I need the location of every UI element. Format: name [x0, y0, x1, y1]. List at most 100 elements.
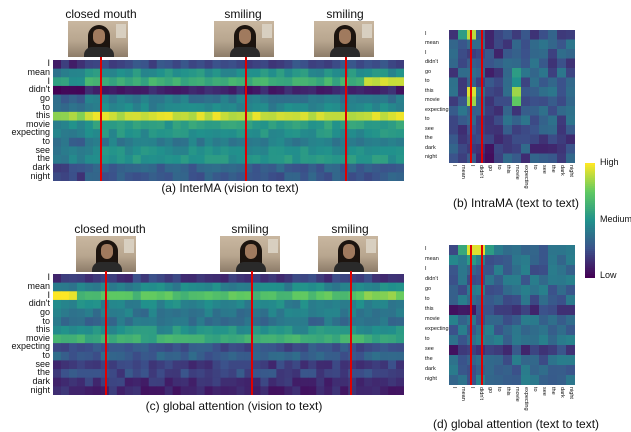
heatmap-cell: [60, 343, 70, 353]
heatmap-cell: [252, 85, 261, 95]
heatmap-cell: [212, 111, 221, 121]
heatmap-cell: [332, 291, 341, 301]
heatmap-cell: [260, 68, 269, 78]
colorbar-high-label: High: [600, 157, 619, 167]
heatmap-cell: [196, 146, 205, 156]
heatmap-cell: [53, 120, 62, 130]
heatmap-cell: [212, 60, 221, 70]
heatmap-cell: [485, 365, 495, 376]
heatmap-cell: [512, 305, 522, 316]
heatmap-cell: [364, 343, 373, 353]
heatmap-cell: [124, 291, 134, 301]
heatmap-cell: [566, 144, 575, 154]
frame-label-c-2: smiling: [231, 222, 269, 236]
heatmap-cell: [188, 172, 197, 181]
heatmap-cell: [521, 325, 531, 336]
heatmap-cell: [566, 345, 575, 356]
heatmap-cell: [172, 94, 182, 104]
heatmap-cell: [204, 85, 213, 95]
heatmap-cell: [172, 103, 182, 113]
heatmap-cell: [76, 282, 86, 292]
heatmap-cell: [236, 60, 245, 70]
heatmap-cell: [284, 129, 293, 139]
heatmap-cell: [300, 94, 309, 104]
heatmap-cell: [340, 85, 349, 95]
heatmap-cell: [180, 282, 190, 292]
highlight-line: [345, 57, 347, 181]
heatmap-cell: [566, 365, 575, 376]
heatmap-cell: [228, 146, 237, 156]
heatmap-cell: [503, 245, 513, 256]
heatmap-cell: [557, 305, 567, 316]
heatmap-cell: [364, 299, 373, 309]
heatmap-cell: [512, 275, 522, 286]
heatmap-cell: [76, 274, 86, 284]
heatmap-cell: [220, 120, 229, 130]
heatmap-cell: [53, 163, 62, 173]
heatmap-cell: [228, 291, 237, 301]
heatmap-cell: [164, 155, 174, 165]
heatmap-cell: [557, 245, 567, 256]
heatmap-cell: [76, 291, 86, 301]
heatmap-cell: [557, 325, 567, 336]
heatmap-cell: [92, 155, 102, 165]
heatmap-cell: [388, 308, 397, 318]
heatmap-cell: [188, 299, 197, 309]
heatmap-cell: [53, 299, 62, 309]
heatmap-cell: [116, 77, 126, 87]
heatmap-cell: [220, 334, 229, 344]
heatmap-cell: [476, 295, 486, 306]
col-label: go: [486, 165, 493, 172]
heatmap-cell: [521, 68, 531, 78]
heatmap-cell: [530, 87, 540, 97]
heatmap-cell: [60, 351, 70, 361]
heatmap-cell: [356, 68, 365, 78]
heatmap-cell: [132, 308, 142, 318]
row-label: mean: [27, 280, 50, 291]
heatmap-cell: [244, 85, 253, 95]
heatmap-cell: [284, 343, 293, 353]
heatmap-cell: [244, 274, 253, 284]
frame-label-a-2: smiling: [224, 7, 262, 21]
heatmap-cell: [348, 351, 357, 361]
heatmap-cell: [548, 305, 558, 316]
heatmap-cell: [196, 308, 205, 318]
heatmap-cell: [308, 146, 317, 156]
heatmap-cell: [388, 299, 397, 309]
heatmap-cell: [180, 163, 190, 173]
heatmap-cell: [132, 94, 142, 104]
heatmap-cell: [539, 39, 549, 50]
heatmap-cell: [68, 282, 78, 292]
heatmap-cell: [476, 115, 486, 126]
heatmap-cell: [124, 85, 134, 95]
heatmap-cell: [92, 334, 102, 344]
heatmap-cell: [68, 172, 78, 181]
heatmap-cell: [132, 317, 142, 327]
heatmap-cell: [494, 295, 504, 306]
heatmap-cell: [268, 299, 277, 309]
heatmap-cell: [332, 274, 341, 284]
heatmap-cell: [458, 106, 468, 116]
heatmap-cell: [494, 39, 504, 50]
heatmap-cell: [212, 94, 221, 104]
heatmap-cell: [92, 85, 102, 95]
colorbar-segment: [585, 205, 595, 208]
heatmap-cell: [364, 172, 373, 181]
heatmap-cell: [458, 115, 468, 126]
heatmap-cell: [148, 369, 158, 379]
heatmap-cell: [316, 386, 325, 395]
heatmap-cell: [485, 335, 495, 346]
heatmap-cell: [140, 129, 150, 139]
heatmap-cell: [340, 60, 349, 70]
heatmap-cell: [557, 285, 567, 296]
heatmap-cell: [212, 137, 221, 147]
heatmap-cell: [557, 115, 567, 126]
heatmap-cell: [557, 87, 567, 97]
heatmap-cell: [503, 305, 513, 316]
heatmap-cell: [388, 386, 397, 395]
heatmap-cell: [548, 325, 558, 336]
heatmap-cell: [332, 129, 341, 139]
heatmap-cell: [148, 111, 158, 121]
heatmap-cell: [92, 68, 102, 78]
heatmap-cell: [539, 275, 549, 286]
